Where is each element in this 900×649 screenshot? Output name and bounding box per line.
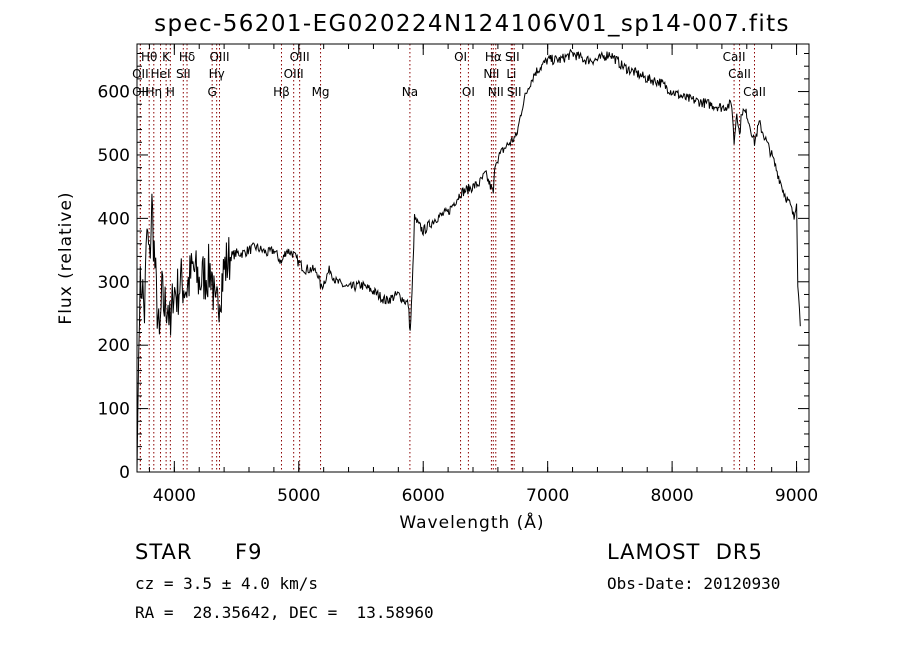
spectral-line-label: CaII <box>743 85 766 99</box>
spectral-line-label: CaII <box>728 67 751 81</box>
y-tick-label: 500 <box>98 146 130 166</box>
y-tick-label: 0 <box>119 463 130 483</box>
spectral-line-label: CaII <box>723 50 746 64</box>
spectral-line-label: Mg <box>312 85 330 99</box>
spectral-line-label: OIII <box>284 67 304 81</box>
spectral-line-label: OI <box>462 85 475 99</box>
obs-date: Obs-Date: 20120930 <box>607 574 781 593</box>
axis-ticks: 4000 5000 6000 7000 8000 9000 0 100 200 300 400 500… <box>98 44 818 506</box>
spectral-line-label: Na <box>402 85 418 99</box>
x-tick-label: 8000 <box>650 486 693 506</box>
redshift-text: cz = 3.5 ± 4.0 km/s <box>135 574 319 593</box>
spectral-line-label: OIII <box>209 50 229 64</box>
spectral-line-label: Hη <box>145 85 162 99</box>
y-tick-label: 100 <box>98 400 130 420</box>
spectral-line-label: HeI <box>151 67 171 81</box>
spectral-line-label: G <box>208 85 217 99</box>
x-tick-label: 5000 <box>277 486 320 506</box>
chart-title: spec-56201-EG020224N124106V01_sp14-007.f… <box>154 11 790 37</box>
y-tick-label: 300 <box>98 273 130 293</box>
spectral-line-label: Hθ <box>141 50 157 64</box>
spectral-line-label: NII <box>488 85 504 99</box>
y-axis-label: Flux (relative) <box>56 191 76 324</box>
spectral-line-label: SII <box>507 85 522 99</box>
spectral-line-label: H <box>166 85 175 99</box>
y-tick-label: 400 <box>98 209 130 229</box>
plot-frame <box>136 43 810 473</box>
x-tick-label: 4000 <box>153 486 196 506</box>
spectral-line-label: SII <box>505 50 520 64</box>
spectral-line-label: OIII <box>290 50 310 64</box>
spectral-line-label: SII <box>176 67 191 81</box>
survey-name: LAMOST DR5 <box>607 540 763 564</box>
spectrum-line <box>136 48 801 473</box>
spectral-line-label: Hδ <box>179 50 195 64</box>
x-axis-label: Wavelength (Å) <box>399 511 544 533</box>
x-tick-label: 9000 <box>775 486 818 506</box>
spectral-line-label: NII <box>483 67 499 81</box>
y-tick-label: 200 <box>98 336 130 356</box>
spectral-line-label: Hγ <box>209 67 225 81</box>
x-tick-label: 7000 <box>526 486 569 506</box>
spectral-line-label: OII <box>132 67 149 81</box>
spectral-line-label: Hβ <box>273 85 290 99</box>
spectral-line-label: OI <box>454 50 467 64</box>
spectral-line-label: K <box>162 50 171 64</box>
spectral-line-markers <box>139 44 755 472</box>
subclass: F9 <box>235 540 263 564</box>
x-tick-label: 6000 <box>402 486 445 506</box>
y-tick-label: 600 <box>98 83 130 103</box>
spectral-line-label: Li <box>506 67 516 81</box>
coordinates: RA = 28.35642, DEC = 13.58960 <box>135 603 434 622</box>
spectral-line-label: Hα <box>485 50 502 64</box>
object-class: STAR <box>135 540 193 564</box>
